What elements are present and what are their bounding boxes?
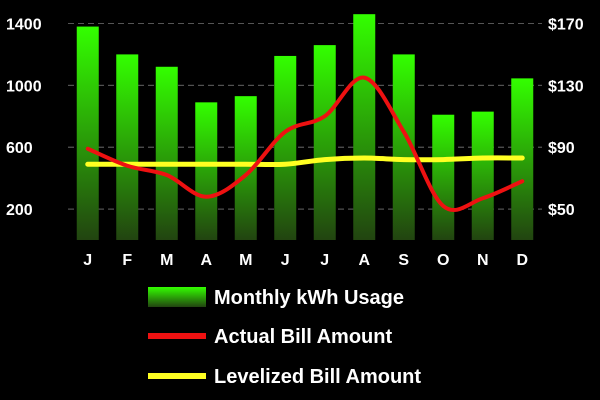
x-tick-label: O [437,252,449,269]
kwh-bars [76,14,534,241]
levelized-bill-line [85,155,525,168]
x-tick-label: N [477,252,489,269]
legend: Monthly kWh Usage Actual Bill Amount Lev… [148,287,421,388]
right-tick-label: $50 [548,202,575,219]
x-tick-label: A [200,252,212,269]
x-tick-label: F [122,252,132,269]
legend-swatch-kwh [148,287,206,307]
grid-lines [68,22,542,210]
kwh-bar [432,114,455,240]
x-tick-label: D [516,252,528,269]
kwh-bar [155,66,178,240]
legend-label-kwh: Monthly kWh Usage [214,287,404,309]
kwh-bar [313,45,336,241]
x-tick-label: J [83,252,92,269]
right-tick-label: $130 [548,78,584,95]
kwh-bar [471,111,494,240]
actual-bill-line [85,75,525,213]
bill-lines [85,75,525,213]
left-tick-label: 1400 [6,16,42,33]
x-tick-label: A [358,252,370,269]
left-tick-label: 1000 [6,78,42,95]
x-tick-label: J [320,252,329,269]
kwh-bar [234,96,257,240]
legend-label-levelized: Levelized Bill Amount [214,366,421,388]
x-tick-label: S [398,252,409,269]
kwh-bar [195,102,218,240]
kwh-bar [116,54,139,241]
left-tick-label: 600 [6,140,33,157]
right-tick-label: $170 [548,16,584,33]
right-axis-ticks: $50 $90 $130 $170 [548,16,584,219]
x-tick-label: M [160,252,173,269]
right-tick-label: $90 [548,140,575,157]
kwh-bar [76,26,99,241]
legend-label-actual: Actual Bill Amount [214,326,392,348]
kwh-bar [353,14,376,241]
kwh-bar [392,54,415,241]
kwh-bar [274,55,297,240]
x-tick-label: M [239,252,252,269]
left-tick-label: 200 [6,202,33,219]
x-tick-label: J [281,252,290,269]
left-axis-ticks: 200 600 1000 1400 [6,16,42,219]
